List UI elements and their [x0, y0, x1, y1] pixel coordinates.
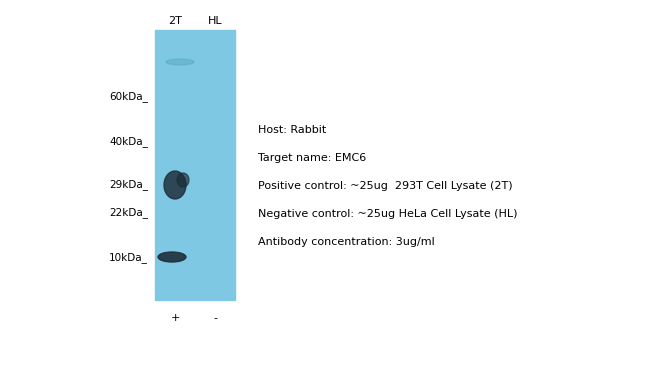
Text: 29kDa_: 29kDa_: [109, 180, 148, 190]
Text: 40kDa_: 40kDa_: [109, 137, 148, 147]
Text: Antibody concentration: 3ug/ml: Antibody concentration: 3ug/ml: [258, 237, 435, 247]
Text: Positive control: ~25ug  293T Cell Lysate (2T): Positive control: ~25ug 293T Cell Lysate…: [258, 181, 513, 191]
Ellipse shape: [166, 59, 194, 65]
Text: +: +: [170, 313, 179, 323]
Text: -: -: [213, 313, 217, 323]
Ellipse shape: [158, 252, 186, 262]
Text: HL: HL: [208, 16, 222, 26]
Text: 22kDa_: 22kDa_: [109, 208, 148, 219]
Ellipse shape: [177, 173, 189, 187]
Text: 60kDa_: 60kDa_: [109, 92, 148, 102]
Text: Target name: EMC6: Target name: EMC6: [258, 153, 366, 163]
Text: Negative control: ~25ug HeLa Cell Lysate (HL): Negative control: ~25ug HeLa Cell Lysate…: [258, 209, 517, 219]
Ellipse shape: [164, 171, 186, 199]
Text: 2T: 2T: [168, 16, 182, 26]
Bar: [155, 30, 235, 300]
Text: 10kDa_: 10kDa_: [109, 253, 148, 264]
Text: Host: Rabbit: Host: Rabbit: [258, 125, 326, 135]
